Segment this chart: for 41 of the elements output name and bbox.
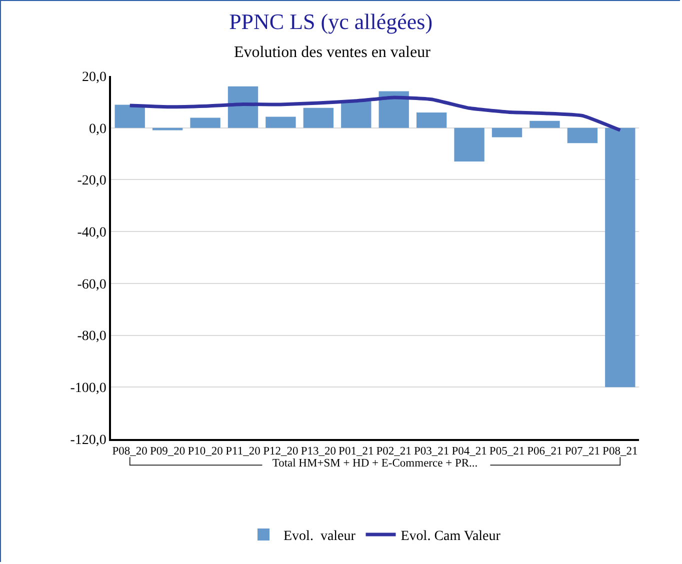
x-tick-label: P10_20: [188, 446, 224, 458]
x-tick-label: P13_20: [300, 446, 336, 458]
bar: [378, 91, 409, 128]
x-tick-label: P08_20: [112, 446, 148, 458]
chart-title: PPNC LS (yc allégées): [229, 8, 433, 34]
x-tick-label: P11_20: [226, 446, 261, 458]
bar: [266, 116, 296, 128]
bar: [228, 86, 258, 128]
x-tick-label: P12_20: [263, 446, 299, 458]
y-tick-label: -40,0: [77, 225, 106, 240]
y-tick-label: -100,0: [70, 381, 106, 396]
bar: [605, 128, 636, 388]
x-tick-label: P06_21: [527, 446, 563, 458]
bar: [454, 128, 484, 162]
chart-subtitle: Evolution des ventes en valeur: [234, 44, 432, 61]
bar: [341, 101, 372, 128]
x-axis-title: Total HM+SM + HD + E-Commerce + PR...: [272, 458, 478, 470]
bar: [492, 128, 522, 138]
bar: [567, 128, 598, 144]
x-tick-label: P03_21: [414, 446, 450, 458]
line-series: [128, 96, 622, 132]
x-tick-label: P04_21: [452, 446, 488, 458]
bar: [114, 104, 145, 128]
y-tick-label: -120,0: [70, 432, 106, 448]
x-tick-label: P02_21: [376, 446, 412, 458]
x-tick-label: P09_20: [150, 446, 186, 458]
legend-label: Evol. Cam Valeur: [400, 528, 501, 544]
bar: [190, 118, 220, 128]
x-tick-label: P05_21: [489, 446, 525, 458]
bar: [530, 120, 560, 128]
bar: [303, 108, 334, 128]
x-tick-label: P08_21: [602, 446, 638, 458]
y-tick-label: -20,0: [77, 174, 106, 189]
y-tick-label: -80,0: [77, 329, 106, 344]
y-tick-label: -60,0: [77, 277, 106, 292]
bar: [416, 112, 447, 128]
x-tick-label: P01_21: [338, 446, 374, 458]
legend-label: Evol. valeur: [284, 528, 356, 544]
x-tick-label: P07_21: [564, 446, 600, 458]
y-tick-label: 20,0: [82, 70, 106, 85]
y-tick-label: 0,0: [88, 122, 106, 137]
